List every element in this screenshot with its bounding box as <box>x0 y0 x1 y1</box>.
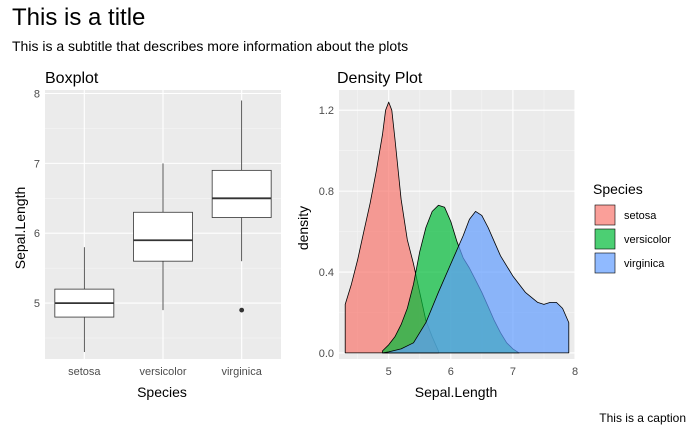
boxplot-x-tick-label: setosa <box>68 366 101 378</box>
boxplot-box-versicolor <box>133 211 193 262</box>
legend-label-setosa: setosa <box>624 210 657 222</box>
density-area-virginica <box>382 211 570 354</box>
density-y-axis-title: density <box>295 206 311 250</box>
density-x-tick-label: 8 <box>572 366 578 378</box>
boxplot-title: Boxplot <box>45 70 99 87</box>
boxplot-y-tick-label: 5 <box>34 298 40 310</box>
boxplot-box-virginica <box>211 169 272 218</box>
density-y-tick-label: 0.0 <box>319 348 334 360</box>
legend-label-virginica: virginica <box>624 258 665 270</box>
boxplot-y-tick-label: 8 <box>34 88 40 100</box>
legend-swatch-versicolor <box>594 228 616 250</box>
boxplot-y-tick-label: 6 <box>34 228 40 240</box>
density-y-tick-label: 1.2 <box>319 105 334 117</box>
boxplot-y-tick-label: 7 <box>34 158 40 170</box>
density-y-tick-label: 0.8 <box>319 186 334 198</box>
boxplot-x-tick-label: versicolor <box>139 366 186 378</box>
legend-swatch-virginica <box>594 252 616 274</box>
legend: setosa versicolor virginica <box>594 204 671 274</box>
legend-swatch-setosa <box>594 204 616 226</box>
figure-title: This is a title <box>12 4 146 31</box>
figure-subtitle: This is a subtitle that describes more i… <box>12 38 409 54</box>
density-y-tick-label: 0.4 <box>319 267 334 279</box>
legend-title: Species <box>593 181 643 197</box>
density-x-tick-label: 7 <box>510 366 516 378</box>
boxplot-y-axis-title: Sepal.Length <box>12 187 28 270</box>
legend-label-versicolor: versicolor <box>624 234 671 246</box>
density-title: Density Plot <box>337 70 423 87</box>
boxplot-x-axis-title: Species <box>137 384 187 400</box>
boxplot-outlier <box>239 307 245 313</box>
density-x-axis-title: Sepal.Length <box>415 384 498 400</box>
density-x-tick-label: 6 <box>448 366 454 378</box>
figure-caption: This is a caption <box>599 411 686 425</box>
boxplot-x-tick-label: virginica <box>221 366 262 378</box>
density-x-tick-label: 5 <box>386 366 392 378</box>
